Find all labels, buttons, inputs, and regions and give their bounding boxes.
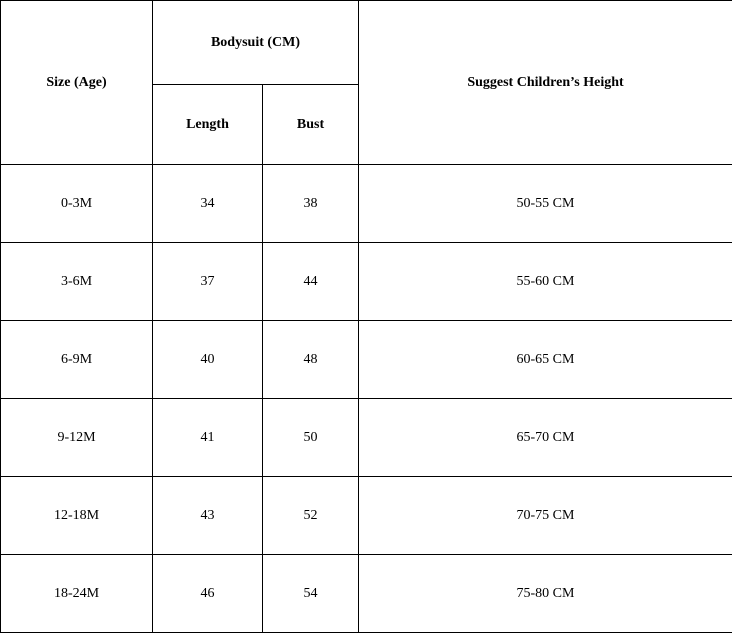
cell-bust: 50 xyxy=(263,399,359,477)
table-header: Size (Age) Bodysuit (CM) Suggest Childre… xyxy=(1,1,732,165)
cell-bust: 54 xyxy=(263,555,359,633)
cell-height: 65-70 CM xyxy=(359,399,732,477)
cell-height: 70-75 CM xyxy=(359,477,732,555)
table-row: 3-6M 37 44 55-60 CM xyxy=(1,243,732,321)
col-header-height: Suggest Children’s Height xyxy=(359,1,732,165)
cell-size: 3-6M xyxy=(1,243,153,321)
cell-length: 40 xyxy=(153,321,263,399)
table-row: 9-12M 41 50 65-70 CM xyxy=(1,399,732,477)
cell-bust: 52 xyxy=(263,477,359,555)
cell-length: 41 xyxy=(153,399,263,477)
cell-bust: 38 xyxy=(263,165,359,243)
cell-size: 6-9M xyxy=(1,321,153,399)
cell-height: 60-65 CM xyxy=(359,321,732,399)
table-row: 18-24M 46 54 75-80 CM xyxy=(1,555,732,633)
size-chart-table: Size (Age) Bodysuit (CM) Suggest Childre… xyxy=(0,0,732,633)
cell-size: 12-18M xyxy=(1,477,153,555)
col-header-size: Size (Age) xyxy=(1,1,153,165)
col-header-bust: Bust xyxy=(263,85,359,165)
table-body: 0-3M 34 38 50-55 CM 3-6M 37 44 55-60 CM … xyxy=(1,165,732,633)
cell-height: 50-55 CM xyxy=(359,165,732,243)
cell-height: 55-60 CM xyxy=(359,243,732,321)
table-row: 0-3M 34 38 50-55 CM xyxy=(1,165,732,243)
table-row: 6-9M 40 48 60-65 CM xyxy=(1,321,732,399)
col-header-bodysuit: Bodysuit (CM) xyxy=(153,1,359,85)
cell-size: 18-24M xyxy=(1,555,153,633)
cell-length: 43 xyxy=(153,477,263,555)
col-header-length: Length xyxy=(153,85,263,165)
cell-size: 0-3M xyxy=(1,165,153,243)
cell-height: 75-80 CM xyxy=(359,555,732,633)
cell-length: 34 xyxy=(153,165,263,243)
table-row: 12-18M 43 52 70-75 CM xyxy=(1,477,732,555)
cell-length: 37 xyxy=(153,243,263,321)
cell-bust: 48 xyxy=(263,321,359,399)
cell-length: 46 xyxy=(153,555,263,633)
cell-size: 9-12M xyxy=(1,399,153,477)
cell-bust: 44 xyxy=(263,243,359,321)
